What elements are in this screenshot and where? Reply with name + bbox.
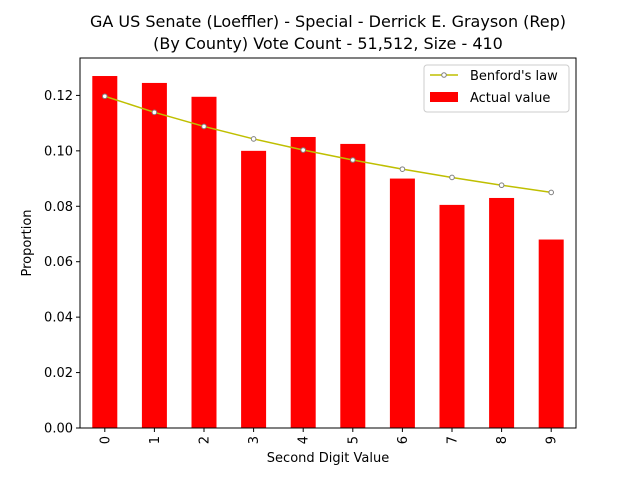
bar-1 [141, 82, 167, 428]
plot-frame [79, 57, 577, 429]
x-tick-label: 3 [247, 436, 262, 444]
y-tick-label: 0.08 [44, 200, 73, 215]
x-tick-label: 6 [396, 436, 411, 444]
bar-4 [290, 136, 316, 428]
x-axis-label: Second Digit Value [267, 451, 389, 466]
y-tick-label: 0.02 [44, 366, 73, 381]
x-tick-label: 1 [148, 436, 163, 444]
benford-point-4 [300, 147, 307, 153]
benford-point-8 [498, 182, 505, 189]
x-tick-label: 8 [495, 436, 510, 444]
y-axis-label: Proportion [20, 209, 35, 276]
bar-8 [489, 197, 515, 428]
benford-point-6 [399, 166, 406, 172]
x-tick-label: 4 [297, 436, 312, 444]
benford-point-3 [250, 136, 257, 142]
legend: Benford's law Actual value [423, 64, 570, 113]
bar-series [92, 76, 564, 428]
benford-point-7 [449, 174, 455, 181]
benford-point-5 [350, 157, 356, 163]
y-tick-label: 0.04 [44, 311, 73, 326]
bar-9 [538, 239, 564, 428]
y-tick-label: 0.12 [44, 89, 73, 104]
bar-7 [439, 204, 465, 428]
x-tick-label: 7 [446, 436, 461, 444]
bar-6 [389, 178, 415, 428]
benford-point-9 [548, 189, 555, 196]
legend-box [423, 64, 570, 113]
bar-2 [191, 96, 217, 428]
x-tick-label: 2 [198, 436, 213, 444]
benford-point-1 [151, 109, 158, 116]
y-tick-label: 0.10 [44, 144, 73, 159]
chart-title: GA US Senate (Loeffler) - Special - Derr… [90, 12, 566, 31]
y-tick-label: 0.00 [44, 422, 73, 437]
legend-label-benford: Benford's law [470, 69, 558, 84]
benford-line [104, 95, 552, 194]
y-axis: 0.00 0.02 0.04 0.06 0.08 0.10 0.12 [44, 89, 80, 437]
bar-3 [241, 150, 267, 428]
legend-bar-swatch [430, 92, 458, 102]
y-tick-label: 0.06 [44, 255, 73, 270]
legend-marker-swatch [441, 72, 447, 78]
bar-0 [92, 76, 118, 428]
bar-5 [340, 143, 366, 428]
x-tick-label: 9 [545, 436, 560, 444]
chart-subtitle: (By County) Vote Count - 51,512, Size - … [153, 34, 503, 53]
x-tick-label: 5 [346, 436, 361, 444]
x-axis: 0 1 2 3 4 5 6 7 8 9 [98, 428, 560, 444]
legend-label-actual: Actual value [470, 91, 550, 106]
benford-point-2 [201, 123, 207, 130]
benford-point-0 [102, 93, 108, 100]
x-tick-label: 0 [98, 436, 113, 444]
line-series [102, 93, 555, 196]
